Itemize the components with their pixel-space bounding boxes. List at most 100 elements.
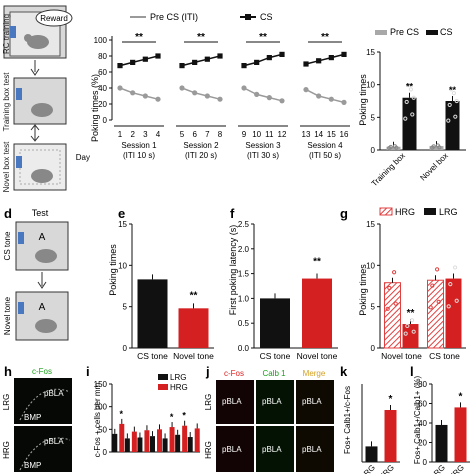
panel-i-label: i: [86, 364, 90, 379]
l-chart: 0 20 40 60 80 LRG HRG *: [418, 380, 470, 474]
e-bar: [178, 308, 209, 348]
b-ytick-label: 80: [98, 52, 107, 61]
l-ylabel: Fos+ Calb1+/Calb1+ (%): [413, 376, 422, 465]
g-dot: [428, 305, 433, 310]
i-ytick-label: 150: [94, 380, 108, 389]
b-series-line: [305, 53, 345, 65]
i-ytick-label: 100: [94, 403, 108, 412]
b-point-cs: [341, 51, 347, 57]
mouse-icon-4: [35, 249, 57, 263]
c-dot: [447, 102, 452, 108]
panel-a-schematic: Reward RC training Training box test Nov…: [2, 5, 73, 192]
legend-i-hrg-swatch: [158, 384, 168, 390]
i-chart: 0 50 100 150 * * *: [94, 380, 200, 457]
b-day-tick: 11: [265, 130, 274, 139]
b-axes: 0 20 40 60 80 100 ** Session 1(ITI 10 s) ** Sessi…: [94, 32, 350, 160]
b-session-label: Session 4: [307, 141, 343, 150]
c-bar: [445, 101, 460, 150]
g-dot: [405, 323, 410, 329]
novel-box-test-side-label: Novel box test: [2, 141, 11, 192]
e-cat-label: Novel tone: [173, 351, 214, 361]
legend-i-lrg: LRG: [170, 373, 186, 382]
i-bar: [119, 423, 125, 452]
c-ytick-label: 10: [366, 81, 375, 90]
c-dot: [404, 99, 409, 105]
c-sig: **: [449, 85, 457, 95]
legend-c-precs: Pre CS: [390, 27, 419, 37]
i-bar: [112, 433, 118, 452]
b-day-tick: 4: [156, 130, 161, 139]
b-marks: [117, 51, 347, 105]
l-ytick-label: 60: [418, 400, 427, 409]
arrow-head-d: [37, 281, 47, 289]
k-cat-label: LRG: [359, 463, 377, 474]
f-ytick-label: 0.0: [238, 344, 250, 353]
i-sig: *: [182, 411, 186, 421]
c-dot: [451, 91, 456, 96]
b-point-cs: [117, 63, 123, 69]
b-series-line: [181, 55, 221, 67]
g-dot: [453, 265, 458, 270]
speaker-icon-2: [16, 88, 22, 100]
g-ytick-label: 15: [366, 220, 375, 229]
c-ytick-label: 15: [366, 48, 375, 57]
l-bar: [454, 407, 467, 462]
rc-training-side-label: RC training: [2, 14, 11, 54]
h-row-lrg: LRG: [2, 394, 11, 410]
k-cat-label: HRG: [377, 463, 396, 474]
j-pbla-2: pBLA: [262, 397, 282, 406]
b-point-precs: [217, 96, 223, 102]
h-title: c-Fos: [32, 367, 52, 376]
j-pbla-4: pBLA: [222, 445, 242, 454]
arrow-head-1: [30, 68, 40, 76]
c-dot: [411, 95, 416, 100]
i-bar: [187, 437, 193, 452]
e-ytick-label: 5: [123, 303, 128, 312]
i-bar: [157, 429, 162, 452]
b-series-line: [243, 53, 283, 67]
e-cat-label: CS tone: [137, 351, 168, 361]
c-chart: 0 5 10 15 Training box Novel box ** **: [366, 48, 466, 188]
j-img-lrg-cfos: [216, 380, 254, 424]
legend-b-precs: Pre CS (ITI): [150, 12, 198, 22]
b-series-line: [181, 87, 221, 100]
j-pbla-3: pBLA: [302, 397, 322, 406]
c-dot: [394, 145, 399, 150]
k-sig: *: [389, 394, 393, 405]
k-ylabel: Fos+ Calb1+/c-Fos: [343, 386, 352, 454]
c-dot: [454, 98, 459, 104]
f-chart: 0.0 0.5 1.0 1.5 2.0 2.5 CS tone Novel tone **: [238, 220, 338, 361]
i-ytick-label: 0: [103, 448, 108, 457]
f-bar: [260, 298, 290, 348]
f-ytick-label: 1.0: [238, 294, 250, 303]
f-sig: **: [313, 257, 321, 268]
reward-label: Reward: [40, 14, 68, 23]
j-pbla-6: pBLA: [302, 445, 322, 454]
j-img-hrg-merge: [296, 426, 334, 472]
b-ytick-label: 60: [98, 68, 107, 77]
c-sig: **: [406, 82, 414, 92]
l-bar: [435, 424, 448, 462]
b-ytick-label: 100: [94, 36, 108, 45]
g-dot: [403, 331, 408, 336]
legend-g-hrg: HRG: [395, 207, 415, 217]
h-bmp-1: BMP: [24, 413, 41, 422]
panel-e-label: e: [118, 206, 125, 221]
b-sig: **: [135, 32, 143, 43]
b-point-cs: [303, 61, 309, 67]
e-ytick-label: 0: [123, 344, 128, 353]
j-row-hrg: HRG: [204, 441, 213, 459]
l-cat-label: HRG: [447, 463, 466, 474]
i-bar: [124, 438, 130, 452]
b-point-cs: [192, 59, 198, 65]
f-ytick-label: 0.5: [238, 319, 250, 328]
panel-l-label: l: [410, 364, 414, 379]
b-point-precs: [142, 93, 148, 99]
b-iti-label: (ITI 10 s): [123, 151, 155, 160]
c-dot: [406, 83, 411, 88]
panel-d-label: d: [4, 206, 12, 221]
g-dot: [393, 301, 398, 306]
b-day-tick: 3: [143, 130, 148, 139]
e-ylabel: Poking times: [108, 244, 118, 296]
